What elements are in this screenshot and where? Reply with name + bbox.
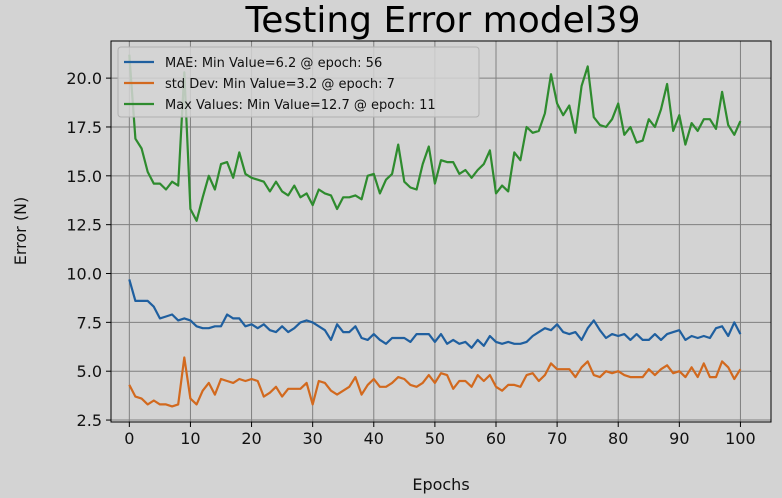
y-tick-label: 10.0: [66, 265, 102, 284]
x-tick-label: 80: [608, 429, 628, 448]
y-tick-label: 2.5: [77, 411, 102, 430]
y-tick-label: 20.0: [66, 69, 102, 88]
legend-entry: std Dev: Min Value=3.2 @ epoch: 7: [165, 77, 395, 92]
y-tick-label: 5.0: [77, 362, 102, 381]
y-axis-label: Error (N): [11, 197, 30, 266]
series-layer: [128, 54, 742, 408]
x-tick-label: 30: [302, 429, 322, 448]
plot-frame: [110, 40, 772, 423]
x-tick-label: 90: [669, 429, 689, 448]
ticks-layer: 0 10 20 30 40 50 60 70 80 90 100 2.5 5.0 7.5 10.0 12.5 1…: [66, 69, 755, 448]
y-tick-label: 17.5: [66, 118, 102, 137]
x-tick-label: 40: [364, 429, 384, 448]
x-tick-label: 20: [241, 429, 261, 448]
x-tick-label: 50: [425, 429, 445, 448]
chart-title: Testing Error model39: [244, 0, 640, 41]
x-tick-label: 60: [486, 429, 506, 448]
series-line-0: [128, 279, 742, 349]
x-tick-label: 100: [725, 429, 756, 448]
legend-entry: Max Values: Min Value=12.7 @ epoch: 11: [165, 98, 436, 113]
legend: MAE: Min Value=6.2 @ epoch: 56 std Dev: M…: [117, 46, 480, 118]
y-tick-label: 15.0: [66, 167, 102, 186]
series-line-1: [128, 356, 742, 408]
y-tick-label: 7.5: [77, 313, 102, 332]
x-tick-label: 70: [547, 429, 567, 448]
x-tick-label: 0: [124, 429, 134, 448]
legend-entry: MAE: Min Value=6.2 @ epoch: 56: [165, 56, 382, 71]
legend-box: [117, 46, 480, 118]
series-line-2: [128, 54, 742, 222]
x-axis-label: Epochs: [412, 475, 469, 494]
y-tick-label: 12.5: [66, 216, 102, 235]
x-tick-label: 10: [180, 429, 200, 448]
